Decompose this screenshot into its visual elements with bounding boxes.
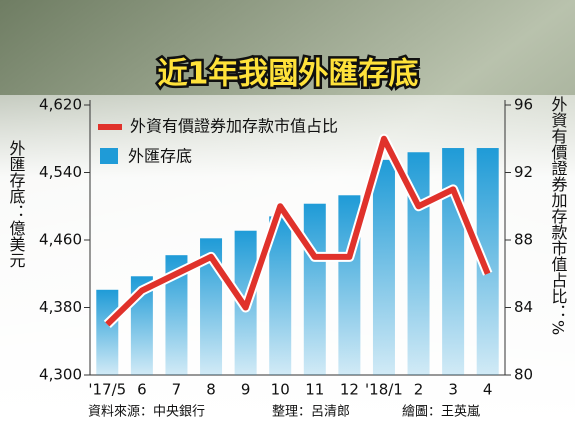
bar — [442, 148, 465, 375]
legend-swatch — [100, 148, 118, 164]
bar — [269, 216, 292, 375]
x-tick-label: 10 — [271, 381, 290, 399]
x-tick-label: '17/5 — [88, 381, 126, 399]
source: 資料來源：中央銀行 — [88, 405, 205, 420]
x-tick-label: 12 — [340, 381, 359, 399]
bar — [303, 203, 326, 375]
x-tick-label: 9 — [241, 381, 251, 399]
x-tick-label: 7 — [172, 381, 182, 399]
y-tick-label: 4,300 — [39, 366, 82, 384]
artist: 繪圖：王英嵐 — [402, 404, 480, 420]
y2-tick-label: 84 — [514, 298, 533, 316]
y2-tick-label: 88 — [514, 231, 533, 249]
y-tick-label: 4,460 — [39, 231, 82, 249]
x-tick-label: '18/1 — [365, 381, 403, 399]
y-tick-label: 4,540 — [39, 163, 82, 181]
editor: 整理：呂清郎 — [272, 405, 350, 420]
legend-label: 外資有價證券加存款市值占比 — [130, 117, 338, 136]
bar — [96, 289, 119, 375]
x-tick-label: 11 — [305, 381, 324, 399]
y2-tick-label: 80 — [514, 366, 533, 384]
bar — [372, 159, 395, 375]
bar — [165, 255, 188, 375]
x-tick-label: 2 — [414, 381, 424, 399]
y2-tick-label: 92 — [514, 163, 533, 181]
chart-title: 近1年我國外匯存底 — [158, 57, 419, 92]
x-tick-label: 6 — [137, 381, 147, 399]
y2-axis-label: 外資有價證券加存款市值占比：% — [549, 96, 568, 335]
x-tick-label: 3 — [448, 381, 458, 399]
y-tick-label: 4,380 — [39, 298, 82, 316]
x-tick-label: 8 — [206, 381, 216, 399]
line — [105, 135, 491, 327]
legend-label: 外匯存底 — [128, 147, 192, 166]
y-tick-label: 4,620 — [39, 96, 82, 114]
y2-tick-label: 96 — [514, 96, 533, 114]
y-axis-label: 外匯存底：億美元 — [7, 140, 26, 268]
x-tick-label: 4 — [483, 381, 493, 399]
